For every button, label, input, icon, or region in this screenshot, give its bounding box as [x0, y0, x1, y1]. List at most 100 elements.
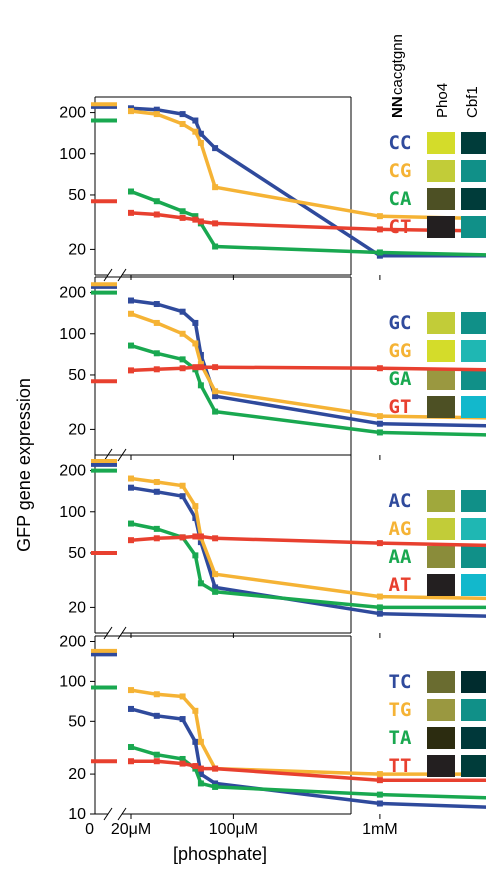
sequence-label-ag: AG [389, 518, 412, 540]
cbf1-swatch [461, 490, 486, 512]
data-point-ac [128, 484, 134, 491]
pho4-swatch [427, 490, 455, 512]
data-point-ta [197, 780, 204, 787]
sequence-label-tt: TT [389, 755, 412, 777]
sequence-label-gt: GT [389, 396, 412, 418]
panel-4: 102050100200020μM100μM1mM10mMTCTGTATT [59, 633, 486, 838]
data-point-gg [197, 361, 204, 368]
data-point-tt [192, 763, 199, 770]
data-point-cg [179, 121, 186, 128]
pho4-swatch [427, 312, 455, 334]
cbf1-swatch [461, 216, 486, 238]
sequence-label-ct: CT [389, 216, 412, 238]
x-tick-label: 0 [85, 821, 94, 838]
data-point-tt [376, 777, 383, 784]
data-point-ct [212, 220, 219, 227]
data-point-tc [179, 716, 186, 723]
pho4-swatch [427, 216, 455, 238]
data-point-tc [212, 780, 219, 787]
series-line-aa [130, 521, 486, 610]
data-point-cg [212, 184, 219, 191]
header-cbf1: Cbf1 [464, 86, 481, 118]
pho4-swatch [427, 340, 455, 362]
data-point-gt [212, 364, 219, 371]
data-point-at [197, 533, 204, 540]
data-point-at [179, 534, 186, 541]
data-point-ag [192, 503, 199, 510]
y-tick-label: 20 [68, 421, 86, 438]
data-point-ca [128, 188, 134, 195]
series-line-gc [130, 298, 486, 428]
axis-break-mark [117, 807, 127, 821]
data-point-ca [376, 249, 383, 256]
y-tick-label: 100 [59, 504, 86, 521]
y-tick-label: 100 [59, 326, 86, 343]
data-point-ag [179, 482, 186, 489]
data-point-ag [376, 593, 383, 600]
data-point-ct [192, 216, 199, 223]
data-point-gg [153, 319, 160, 326]
data-point-tc [128, 705, 134, 712]
sequence-label-ta: TA [389, 727, 412, 749]
sequence-label-cg: CG [389, 160, 412, 182]
y-tick-label: 50 [68, 713, 86, 730]
cbf1-swatch [461, 518, 486, 540]
data-point-gt [192, 364, 199, 371]
cbf1-swatch [461, 546, 486, 568]
sequence-label-aa: AA [389, 546, 412, 568]
y-tick-label: 20 [68, 241, 86, 258]
data-point-ag [153, 479, 160, 486]
data-point-aa [197, 580, 204, 587]
cbf1-swatch [461, 312, 486, 334]
cbf1-swatch [461, 671, 486, 693]
series-line-cg [130, 109, 486, 221]
data-point-gt [153, 366, 160, 373]
cbf1-swatch [461, 755, 486, 777]
data-point-cc [192, 117, 199, 124]
data-point-ag [212, 571, 219, 578]
sequence-label-cc: CC [389, 132, 412, 154]
data-point-ta [376, 791, 383, 798]
data-point-ga [197, 382, 204, 389]
x-tick-label: 100μM [209, 821, 258, 838]
data-point-ga [153, 350, 160, 357]
data-point-gg [128, 310, 134, 317]
data-point-cg [128, 108, 134, 115]
data-point-gc [212, 393, 219, 400]
pho4-swatch [427, 368, 455, 390]
data-point-gt [376, 365, 383, 372]
data-point-aa [192, 552, 199, 559]
x-axis-title: [phosphate] [173, 844, 267, 864]
data-point-gg [212, 388, 219, 395]
sequence-label-tg: TG [389, 699, 412, 721]
data-point-ca [153, 198, 160, 205]
data-point-ta [212, 783, 219, 790]
data-point-tc [197, 771, 204, 778]
pho4-swatch [427, 518, 455, 540]
data-point-gc [179, 308, 186, 315]
data-point-tg [128, 687, 134, 694]
sequence-label-ga: GA [389, 368, 412, 390]
panel-3: 20 50 100 200 AC AG AA AT [59, 454, 486, 640]
data-point-gc [128, 297, 134, 304]
data-point-gc [376, 420, 383, 427]
series-line-tc [130, 707, 486, 809]
x-tick-label: 1mM [362, 821, 398, 838]
cbf1-swatch [461, 160, 486, 182]
y-tick-label: 200 [59, 105, 86, 122]
pho4-swatch [427, 671, 455, 693]
series-line-cc [130, 106, 486, 258]
data-point-ta [153, 751, 160, 758]
data-point-gt [197, 364, 204, 371]
data-point-ac [212, 584, 219, 591]
data-point-tg [192, 707, 199, 714]
data-point-tg [376, 771, 383, 778]
data-point-tt [153, 758, 160, 765]
pho4-swatch [427, 188, 455, 210]
series-line-gg [130, 312, 486, 420]
cbf1-swatch [461, 727, 486, 749]
y-tick-label: 50 [68, 187, 86, 204]
data-point-ct [153, 211, 160, 218]
data-point-at [212, 535, 219, 542]
data-point-gt [128, 367, 134, 374]
